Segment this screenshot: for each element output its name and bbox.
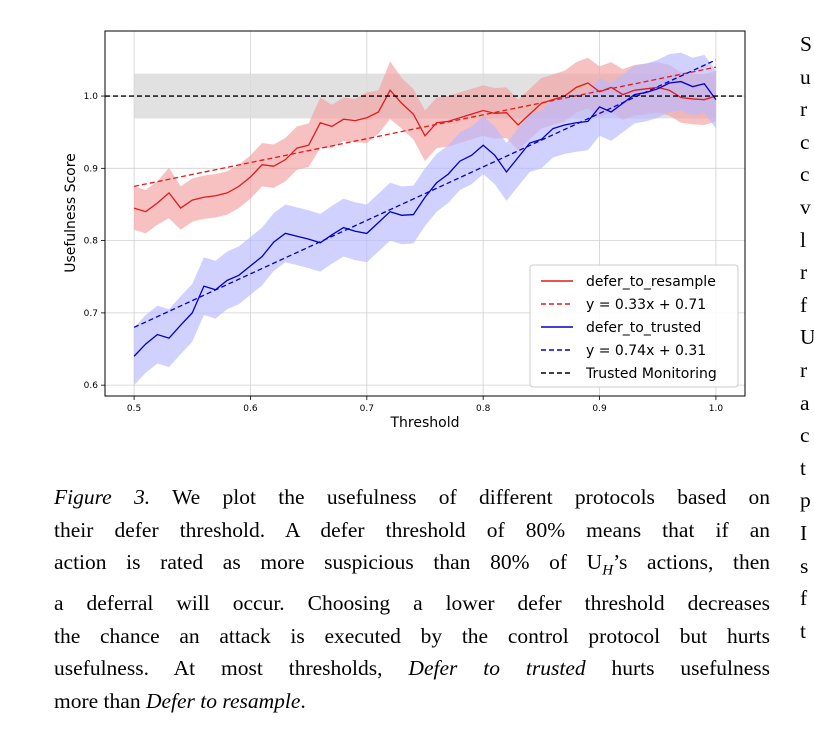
side-column-char: l [800, 227, 806, 252]
y-tick-label: 1.0 [84, 92, 99, 102]
x-tick-label: 0.7 [360, 404, 374, 414]
side-column-char: u [800, 64, 811, 89]
caption-line-4: a deferral will occur. Choosing a lower … [54, 591, 770, 616]
caption-line-2: their defer threshold. A defer threshold… [54, 517, 770, 542]
y-axis-label: Usefulness Score [63, 153, 79, 273]
side-column-char: r [800, 97, 808, 122]
line-chart: 0.5 0.6 0.7 0.8 0.9 1.0 0.6 0.7 0.8 0.9 1.0 Thresh… [63, 30, 746, 431]
caption-line-5: the chance an attack is executed by the … [54, 623, 770, 648]
caption-subscript: H [602, 562, 614, 579]
side-column-char: r [800, 357, 808, 382]
axis-ticks: 0.5 0.6 0.7 0.8 0.9 1.0 0.6 0.7 0.8 0.9 1.0 [84, 92, 724, 414]
y-tick-label: 0.8 [84, 237, 99, 247]
series-line-defer_to_resample [133, 82, 717, 213]
caption-line-6: usefulness. At most thresholds, Defer to… [54, 656, 770, 681]
x-tick-label: 0.9 [592, 404, 607, 414]
series-line-defer_to_trusted [133, 80, 717, 357]
x-tick-label: 0.5 [127, 404, 141, 414]
legend: defer_to_resample y = 0.33x + 0.71 defer… [529, 264, 739, 388]
side-column-char: t [800, 618, 806, 643]
caption-line-1: Figure 3. We plot the usefulness of diff… [54, 485, 771, 509]
side-column-char: c [800, 129, 810, 154]
side-column-char: c [800, 423, 810, 448]
y-tick-label: 0.6 [84, 381, 99, 391]
side-column-char: f [800, 292, 808, 317]
x-axis-label: Threshold [390, 415, 460, 431]
legend-label-trusted: defer_to_trusted [586, 320, 701, 336]
series-lines [105, 59, 745, 357]
fit-line [133, 66, 717, 188]
side-column-char: t [800, 455, 806, 480]
caption-figure-label: Figure 3. [54, 485, 151, 509]
x-tick-label: 0.8 [476, 404, 491, 414]
side-column-char: I [800, 520, 808, 545]
x-tick-label: 1.0 [709, 404, 724, 414]
side-column-char: v [800, 194, 811, 219]
side-column-char: S [800, 32, 812, 56]
side-column-char: p [800, 488, 811, 513]
side-column-char: a [800, 390, 810, 415]
caption-line-7: more than Defer to resample. [54, 688, 306, 713]
x-tick-label: 0.6 [243, 404, 258, 414]
y-tick-label: 0.7 [84, 309, 98, 319]
plot-frame [104, 30, 746, 397]
legend-box [529, 264, 739, 388]
side-column-char: c [800, 162, 810, 187]
y-tick-label: 0.9 [84, 164, 99, 174]
band-defer_to_trusted [134, 52, 716, 386]
side-column-char: r [800, 260, 808, 285]
side-column-char: s [800, 553, 809, 578]
side-column-char: f [800, 586, 808, 611]
side-column-char: U [800, 325, 814, 350]
legend-label-trusted-fit: y = 0.74x + 0.31 [586, 343, 706, 359]
caption-line-3: action is rated as more suspicious than … [54, 550, 770, 579]
legend-label-monitoring: Trusted Monitoring [585, 366, 717, 382]
figure-caption: Figure 3. We plot the usefulness of diff… [54, 481, 770, 717]
fit-line [133, 59, 717, 328]
legend-label-resample: defer_to_resample [586, 274, 716, 290]
legend-label-resample-fit: y = 0.33x + 0.71 [586, 297, 706, 313]
